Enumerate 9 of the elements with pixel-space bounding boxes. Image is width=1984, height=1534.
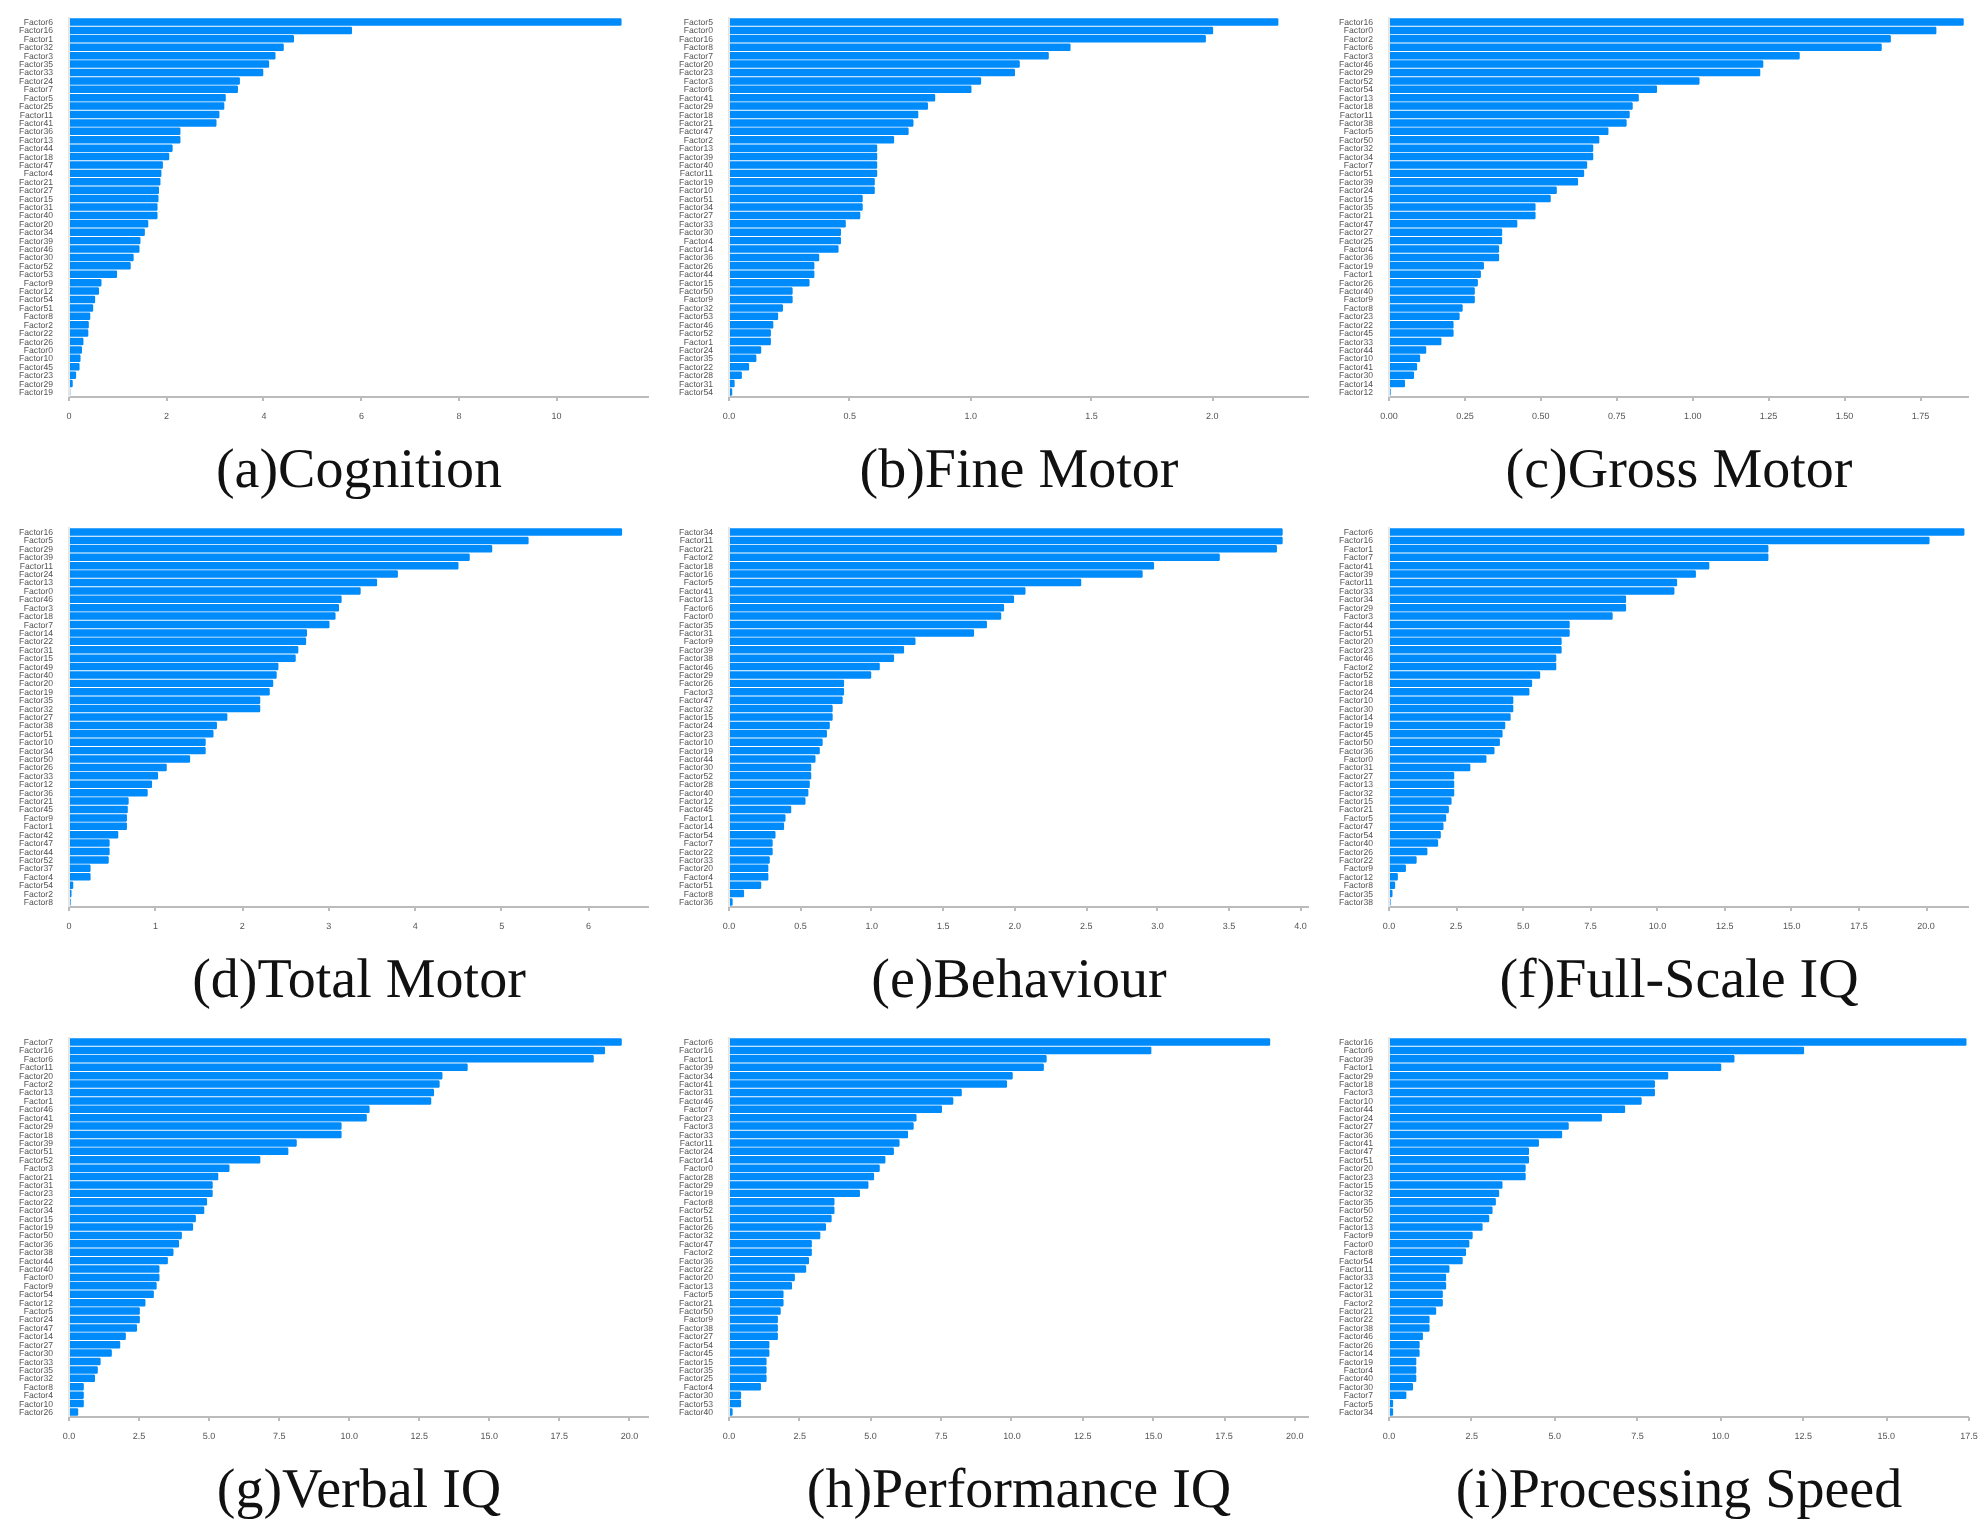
text: (e)Behaviour xyxy=(871,949,1169,1011)
text: (i)Processing Speed xyxy=(1455,1459,1903,1521)
text: (f)Full-Scale IQ xyxy=(1499,949,1859,1011)
text: (b)Fine Motor xyxy=(859,439,1180,501)
text: (h)Performance IQ xyxy=(806,1459,1232,1521)
text: (g)Verbal IQ xyxy=(216,1459,502,1521)
text: (c)Gross Motor xyxy=(1505,439,1854,501)
text: (a)Cognition xyxy=(215,439,503,501)
text: (d)Total Motor xyxy=(192,949,528,1011)
